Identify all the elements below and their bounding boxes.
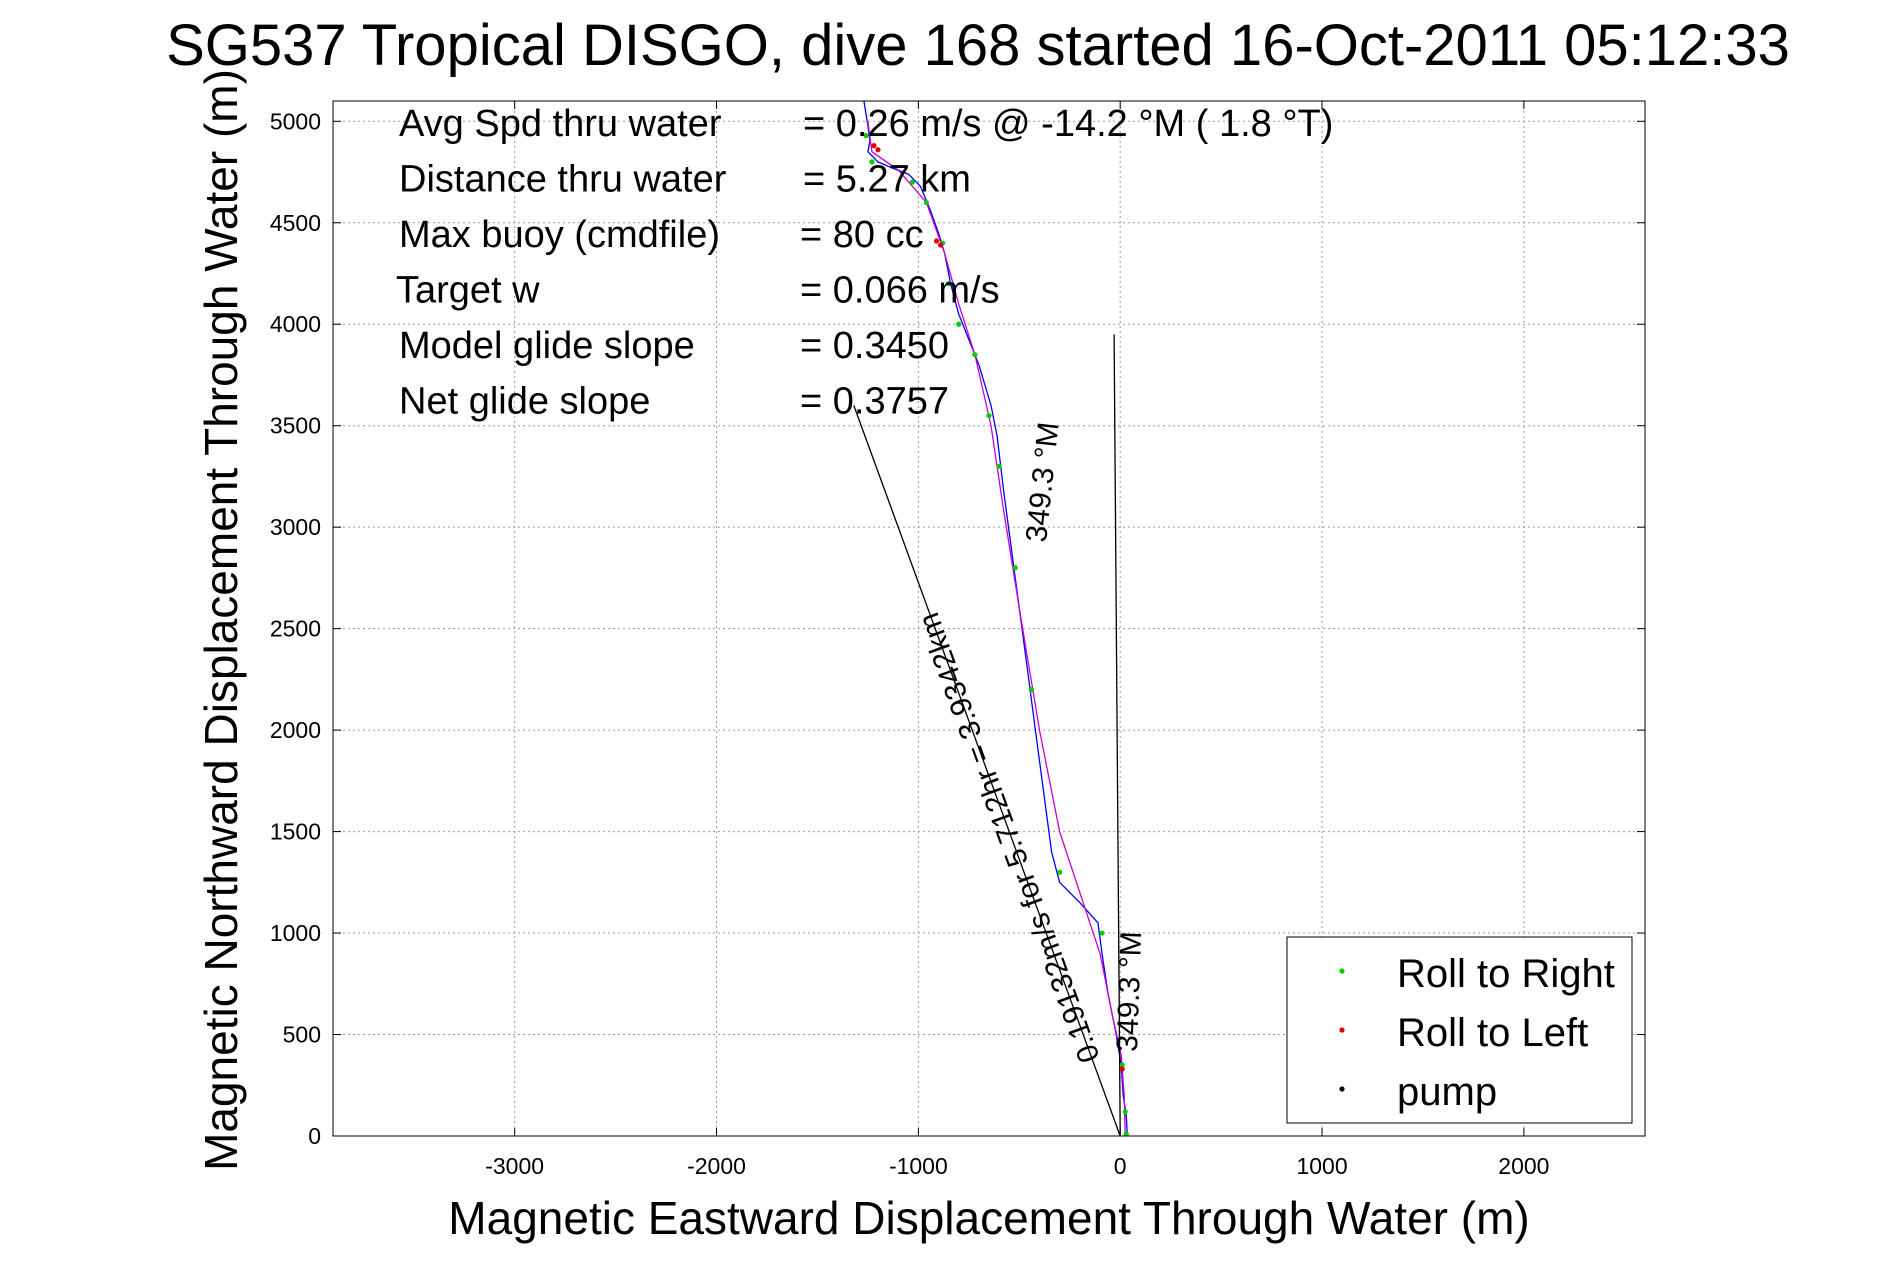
stat-value: = 0.3450 [800,325,949,367]
stat-label: Net glide slope [399,381,650,423]
data-point [1123,1131,1129,1137]
stat-value: = 0.3757 [800,381,949,423]
x-tick-label: 1000 [1296,1153,1347,1179]
legend-marker [1339,968,1345,974]
data-point [937,242,944,248]
series-layer [853,100,1129,1137]
data-point [863,132,869,139]
stat-label: Avg Spd thru water [399,103,722,145]
x-axis-label: Magnetic Eastward Displacement Through W… [448,1192,1529,1244]
stat-label: Target w [396,270,540,312]
y-tick-label: 4500 [270,210,321,236]
plot-frame [332,100,1646,1137]
chart-title: SG537 Tropical DISGO, dive 168 started 1… [166,13,1790,78]
legend-marker [1339,1086,1345,1092]
y-tick-label: 0 [308,1123,321,1149]
x-tick-label: -2000 [687,1153,746,1179]
y-tick-label: 500 [283,1022,321,1048]
series-line-6 [1113,334,1121,1137]
stat-value: = 80 cc [800,214,924,256]
y-tick-label: 2500 [270,616,321,642]
y-axis-ticks: 0 500 1000 1500 2000 2500 3000 3500 4000 4500 5000 [270,108,1645,1149]
heading-annotation: 349.3 °M [1111,931,1148,1052]
data-point [869,159,875,165]
stat-label: Model glide slope [399,325,695,367]
legend: Roll to Right Roll to Left pump [1286,936,1633,1124]
stats-block: Avg Spd thru water = 0.26 m/s @ -14.2 °M … [396,103,1333,423]
series-line-4 [867,121,1126,1137]
legend-label: Roll to Right [1397,952,1615,996]
data-point [1119,1062,1125,1068]
data-point [1028,686,1034,693]
stat-label: Max buoy (cmdfile) [399,214,720,256]
x-tick-label: -3000 [485,1153,544,1179]
data-point [871,143,877,149]
y-tick-label: 5000 [270,108,321,134]
data-point [956,321,962,327]
stat-value: = 0.26 m/s @ -14.2 °M ( 1.8 °T) [803,103,1333,145]
series-line-3 [863,100,1128,1137]
y-tick-label: 1000 [270,920,321,946]
y-tick-label: 2000 [270,717,321,743]
data-point [1122,1109,1128,1115]
data-point [909,179,915,185]
y-tick-label: 4000 [270,311,321,337]
y-axis-label: Magnetic Northward Displacement Through … [195,69,247,1171]
x-tick-label: -1000 [889,1153,948,1179]
stat-label: Distance thru water [399,159,727,201]
x-tick-label: 2000 [1498,1153,1549,1179]
data-point [1057,869,1063,875]
legend-label: Roll to Left [1397,1011,1588,1055]
x-tick-label: 0 [1114,1153,1127,1179]
data-point [1012,565,1018,571]
stat-value: = 0.066 m/s [800,270,1000,312]
data-point [996,463,1002,469]
legend-marker [1339,1027,1345,1033]
data-point [875,147,881,153]
data-point [933,238,940,244]
data-point [923,199,930,206]
x-axis-ticks: -3000 -2000 -1000 0 1000 2000 [485,101,1549,1179]
stat-value: = 5.27 km [803,159,971,201]
data-point [986,412,992,419]
data-point [972,352,978,358]
data-point [1119,1066,1125,1072]
legend-label: pump [1397,1070,1497,1114]
data-point [1099,930,1105,936]
data-point [946,281,952,287]
series-line-5 [853,405,1121,1137]
y-tick-label: 1500 [270,819,321,845]
y-tick-label: 3500 [270,413,321,439]
y-tick-label: 3000 [270,514,321,540]
